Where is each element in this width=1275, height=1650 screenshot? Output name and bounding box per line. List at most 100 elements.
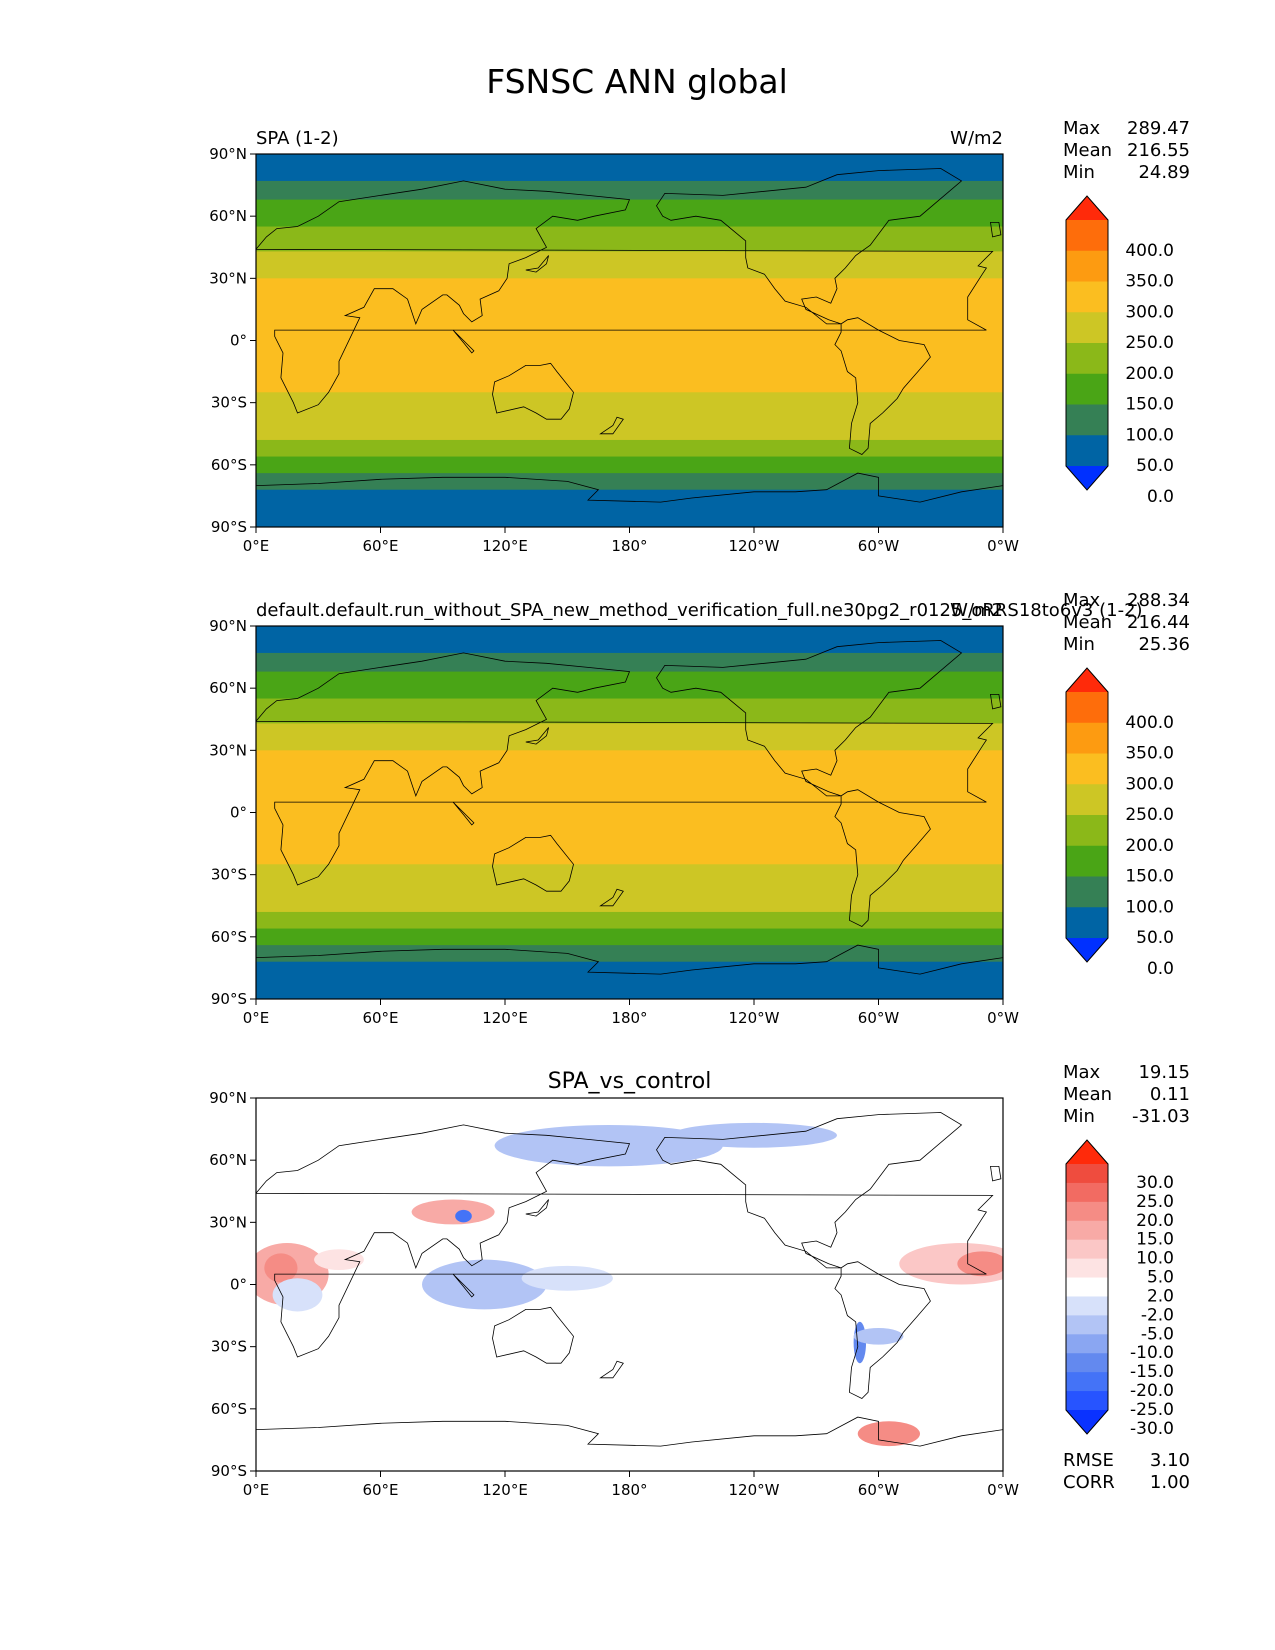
anomaly-region — [411, 1199, 495, 1225]
field-band — [256, 473, 1003, 491]
colorbar-label: 300.0 — [1125, 774, 1174, 794]
field-band — [256, 392, 1003, 441]
coastline — [656, 1112, 963, 1269]
colorbar-segment — [1066, 1258, 1108, 1279]
x-tick-label: 0°W — [987, 1481, 1019, 1499]
colorbar-segment — [1066, 312, 1108, 344]
y-tick-label: 0° — [230, 1276, 247, 1294]
anomaly-region — [455, 1209, 472, 1223]
stat-value: 216.55 — [1127, 140, 1190, 161]
coastline — [256, 180, 994, 414]
y-tick-label: 60°S — [211, 1400, 247, 1418]
coastline — [256, 1416, 1003, 1471]
colorbar-label: 200.0 — [1125, 836, 1174, 856]
anomaly-region — [272, 1278, 323, 1312]
coastline — [990, 221, 1002, 238]
coastline — [492, 1306, 574, 1364]
colorbar-segment — [1066, 1277, 1108, 1297]
y-tick-label: 30°S — [211, 394, 247, 412]
stat-value: 216.44 — [1127, 612, 1190, 633]
colorbar-segment — [1066, 1220, 1108, 1241]
y-tick-label: 30°S — [211, 1338, 247, 1356]
coastline — [656, 168, 963, 325]
x-tick-label: 120°E — [482, 537, 528, 555]
colorbar-segment — [1066, 1372, 1108, 1392]
coastlines — [256, 640, 1003, 999]
x-tick-label: 120°E — [482, 1009, 528, 1027]
y-tick-label: 30°S — [211, 866, 247, 884]
stat-value: -31.03 — [1132, 1106, 1190, 1127]
coastline — [599, 888, 624, 907]
coastline — [525, 727, 549, 745]
stats: Max 19.15 Mean 0.11 Min -31.03 — [1063, 1062, 1190, 1127]
metric-label: CORR — [1063, 1472, 1115, 1493]
colorbar: 400.0 350.0 300.0 250.0 200.0 150.0 100.0 50.0 0… — [1065, 667, 1174, 979]
colorbar-extend-min — [1066, 1410, 1108, 1434]
y-tick-label: 0° — [230, 332, 247, 350]
coastline — [656, 640, 963, 797]
x-tick-label: 60°W — [858, 1481, 900, 1499]
panel-left-title: SPA (1-2) — [256, 128, 339, 149]
coastline — [834, 789, 931, 927]
x-tick-label: 120°W — [729, 537, 780, 555]
coastlines — [256, 1112, 1003, 1471]
field-band — [256, 489, 1003, 527]
field-band — [256, 961, 1003, 999]
field-band — [256, 456, 1003, 474]
panel-reference: 0°E 60°E 120°E 180° 120°W 60°W 0°W 90°N 60°N 30°N… — [209, 590, 1190, 1027]
x-tick-label: 0°W — [987, 1009, 1019, 1027]
colorbar-label: 15.0 — [1136, 1230, 1174, 1250]
colorbar-label: 50.0 — [1136, 456, 1174, 476]
colorbar-outline — [1065, 1139, 1109, 1435]
field-band — [256, 723, 1003, 751]
y-tick-label: 60°S — [211, 456, 247, 474]
x-tick-label: 180° — [611, 1481, 647, 1499]
y-tick-label: 90°N — [209, 617, 247, 635]
coastline — [256, 944, 1003, 999]
colorbar-segment — [1066, 1296, 1108, 1316]
colorbar-label: 0.0 — [1147, 959, 1174, 979]
colorbar-label: 100.0 — [1125, 425, 1174, 445]
colorbar-extend-min — [1066, 466, 1108, 490]
field — [256, 154, 1003, 527]
field-band — [256, 911, 1003, 930]
stat-label: Max — [1063, 118, 1101, 139]
colorbar-segment — [1066, 281, 1108, 313]
field-band — [256, 928, 1003, 946]
colorbar-label: 10.0 — [1136, 1249, 1174, 1269]
field-band — [256, 278, 1003, 393]
panels: 0°E 60°E 120°E 180° 120°W 60°W 0°W 90°N 60°N 30°N… — [209, 118, 1190, 1499]
stat-label: Mean — [1063, 612, 1112, 633]
colorbar: 30.025.020.015.010.05.02.0-2.0-5.0-10.0-… — [1065, 1139, 1174, 1439]
field-band — [256, 439, 1003, 458]
stats: Max 289.47 Mean 216.55 Min 24.89 — [1063, 118, 1190, 183]
panel-test: 0°E 60°E 120°E 180° 120°W 60°W 0°W 90°N 60°N 30°N… — [209, 118, 1190, 555]
coastline — [256, 472, 1003, 527]
x-tick-label: 60°E — [362, 1481, 398, 1499]
coastline — [256, 652, 994, 886]
x-tick-label: 60°W — [858, 537, 900, 555]
coastline — [525, 1199, 549, 1217]
coastline — [452, 1273, 475, 1298]
stat-label: Max — [1063, 590, 1101, 611]
field-band — [256, 626, 1003, 654]
field-band — [256, 698, 1003, 724]
coastline — [256, 1124, 994, 1358]
colorbar-label: 150.0 — [1125, 395, 1174, 415]
y-tick-label: 90°N — [209, 1089, 247, 1107]
field-band — [256, 864, 1003, 913]
x-tick-label: 60°E — [362, 537, 398, 555]
stat-label: Min — [1063, 1106, 1095, 1127]
colorbar-label: 2.0 — [1147, 1286, 1174, 1306]
stat-value: 288.34 — [1127, 590, 1190, 611]
colorbar-outline — [1065, 195, 1109, 491]
x-tick-label: 0°W — [987, 537, 1019, 555]
coastline — [492, 834, 574, 892]
x-tick-label: 0°E — [243, 537, 270, 555]
colorbar-segment — [1066, 435, 1108, 467]
field — [256, 626, 1003, 999]
colorbar-extend-min — [1066, 938, 1108, 962]
colorbar-segment — [1066, 692, 1108, 724]
field-band — [256, 154, 1003, 182]
coastlines — [256, 168, 1003, 527]
